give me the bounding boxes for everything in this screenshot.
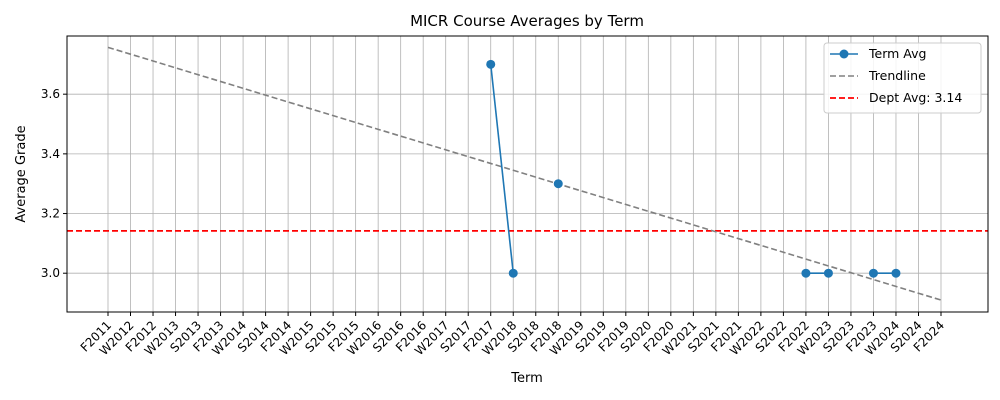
y-axis-label: Average Grade <box>14 125 29 222</box>
plot-area <box>67 46 988 301</box>
y-tick-label: 3.4 <box>41 147 60 161</box>
y-tick-label: 3.0 <box>41 266 60 280</box>
term-avg-point <box>891 268 901 278</box>
term-avg-point <box>486 59 496 69</box>
legend-trendline-label: Trendline <box>868 68 926 83</box>
chart-title: MICR Course Averages by Term <box>410 12 644 30</box>
term-avg-point <box>801 268 811 278</box>
legend-dept-avg-label: Dept Avg: 3.14 <box>869 90 962 105</box>
legend-term-avg-label: Term Avg <box>868 46 926 61</box>
legend-term-avg-marker <box>839 49 849 59</box>
legend-box <box>823 42 982 114</box>
term-avg-point <box>868 268 878 278</box>
term-avg-point <box>823 268 833 278</box>
legend: Term Avg Trendline Dept Avg: 3.14 <box>823 42 982 114</box>
x-axis-label: Term <box>510 371 543 386</box>
y-tick-label: 3.2 <box>41 207 60 221</box>
trendline <box>107 46 942 301</box>
term-avg-point <box>508 268 518 278</box>
axes-frame <box>66 35 989 313</box>
y-tick-label: 3.6 <box>41 87 60 101</box>
term-avg-point <box>553 179 563 189</box>
term-avg-line-segment <box>489 64 515 274</box>
